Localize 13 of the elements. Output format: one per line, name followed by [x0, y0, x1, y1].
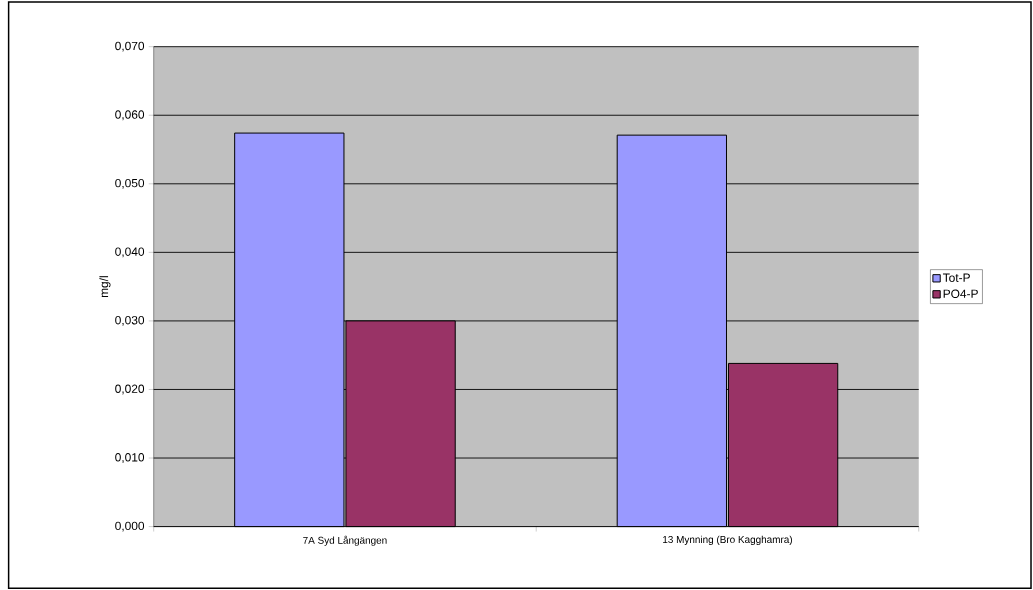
legend-label: Tot-P [942, 273, 970, 282]
y-tick-label: 0,010 [115, 453, 145, 463]
y-axis-title: mg/l [99, 276, 111, 298]
y-tick-label: 0,040 [115, 247, 145, 258]
y-tick-label: 0,030 [115, 315, 145, 326]
y-tick-label: 0,070 [115, 41, 145, 52]
y-tick-label: 0,060 [115, 110, 145, 121]
y-tick-label: 0,020 [115, 384, 145, 395]
legend-label: PO4-P [943, 289, 978, 298]
y-tick-label: 0,000 [115, 521, 145, 532]
x-tick-label: 7A Syd Långängen [303, 535, 387, 546]
y-tick-label: 0,050 [115, 178, 145, 189]
x-tick-label: 13 Mynning (Bro Kagghamra) [663, 535, 792, 545]
